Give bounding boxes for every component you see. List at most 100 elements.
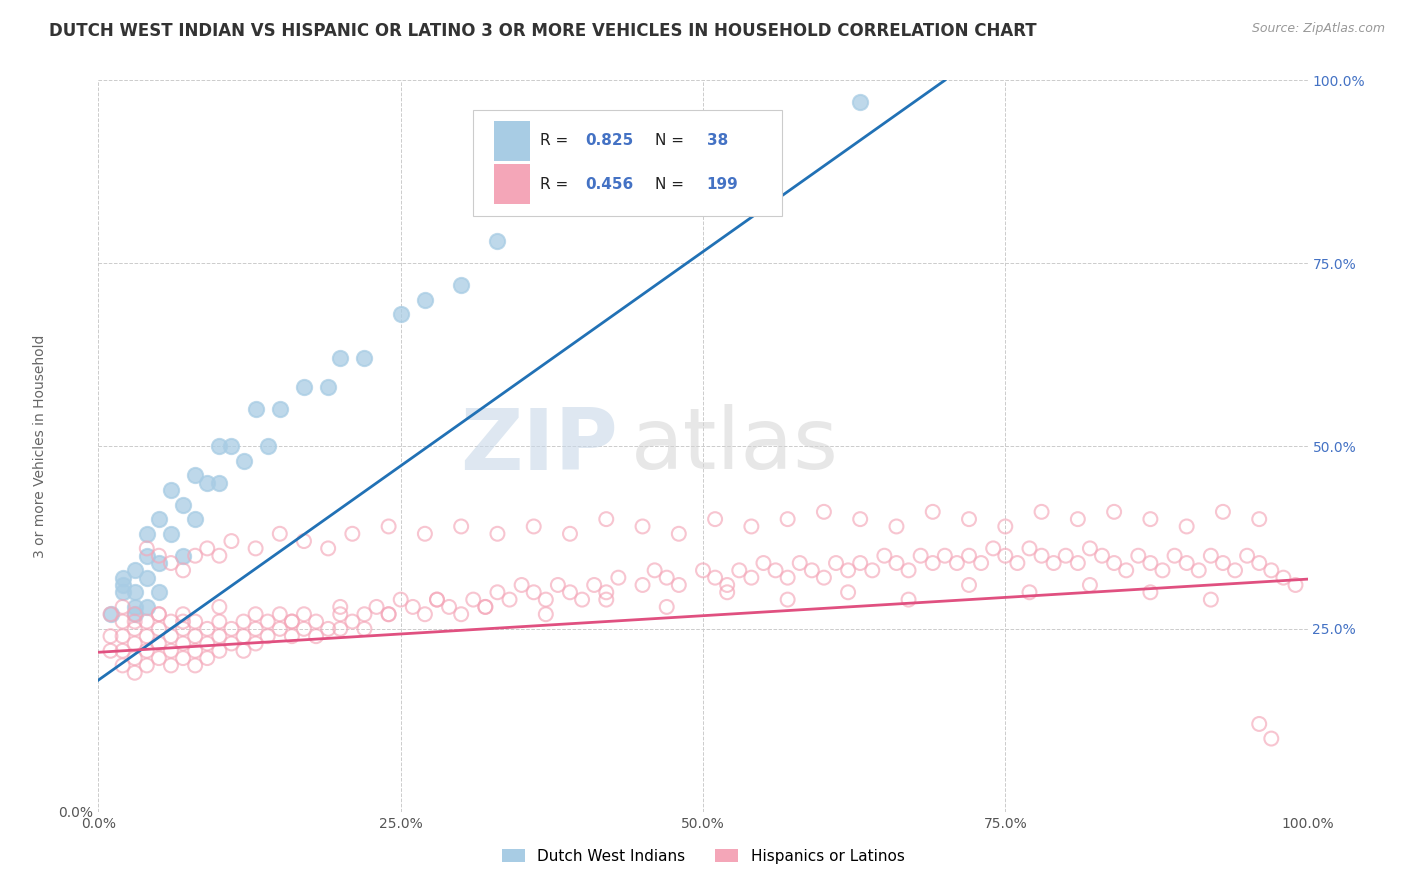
Point [534,607,557,622]
Point [135,541,157,556]
Point [124,607,146,622]
Point [886,519,908,533]
Point [160,615,183,629]
Point [245,636,267,650]
Point [100,607,122,622]
Point [377,519,399,533]
Point [377,607,399,622]
Point [195,636,218,650]
Text: N =: N = [655,133,689,148]
Point [510,578,533,592]
Point [523,585,546,599]
Point [111,599,134,614]
Point [342,615,364,629]
Point [245,607,267,622]
Point [111,658,134,673]
Point [631,578,654,592]
Point [292,380,315,394]
Point [160,658,183,673]
Point [813,571,835,585]
Point [342,526,364,541]
Point [389,307,412,321]
Point [1102,505,1125,519]
Point [195,475,218,490]
Point [860,563,883,577]
Point [148,636,170,650]
Text: DUTCH WEST INDIAN VS HISPANIC OR LATINO 3 OR MORE VEHICLES IN HOUSEHOLD CORRELAT: DUTCH WEST INDIAN VS HISPANIC OR LATINO … [49,22,1036,40]
Point [704,571,727,585]
Point [1249,717,1271,731]
Point [124,599,146,614]
Point [402,599,425,614]
Point [1175,556,1198,570]
Point [232,629,254,643]
Point [135,549,157,563]
Point [413,607,436,622]
Point [292,622,315,636]
Point [148,651,170,665]
Point [1139,512,1161,526]
Point [789,556,811,570]
Point [269,402,291,417]
Point [668,578,690,592]
Point [292,534,315,549]
Point [111,644,134,658]
Point [849,556,872,570]
Point [849,95,872,110]
Point [305,629,328,643]
Point [135,571,157,585]
Point [813,505,835,519]
Point [292,607,315,622]
Point [1139,556,1161,570]
Point [450,278,472,293]
Point [184,629,207,643]
Point [776,592,799,607]
Point [957,549,980,563]
Point [1260,563,1282,577]
Point [148,585,170,599]
Point [1223,563,1246,577]
Point [195,541,218,556]
Point [281,615,304,629]
Point [184,658,207,673]
Point [1031,549,1053,563]
Point [281,615,304,629]
Point [534,592,557,607]
Point [1091,549,1114,563]
Text: 199: 199 [707,177,738,192]
Point [160,629,183,643]
Point [172,498,194,512]
Point [728,563,751,577]
Point [1249,512,1271,526]
Point [583,578,606,592]
Point [413,526,436,541]
Point [595,592,617,607]
Point [873,549,896,563]
Point [124,636,146,650]
Point [934,549,956,563]
Point [135,615,157,629]
Point [547,578,569,592]
Point [1284,578,1306,592]
Point [1042,556,1064,570]
Point [100,629,122,643]
FancyBboxPatch shape [474,110,782,216]
Point [1188,563,1211,577]
Point [111,571,134,585]
Point [148,549,170,563]
Point [232,615,254,629]
Point [256,629,278,643]
Point [1152,563,1174,577]
Point [837,563,859,577]
Point [232,644,254,658]
Point [886,556,908,570]
Point [474,599,496,614]
Point [208,644,231,658]
Text: 38: 38 [707,133,728,148]
Point [994,549,1017,563]
Text: atlas: atlas [630,404,838,488]
Point [1139,585,1161,599]
Point [426,592,449,607]
Point [1175,519,1198,533]
Point [269,622,291,636]
